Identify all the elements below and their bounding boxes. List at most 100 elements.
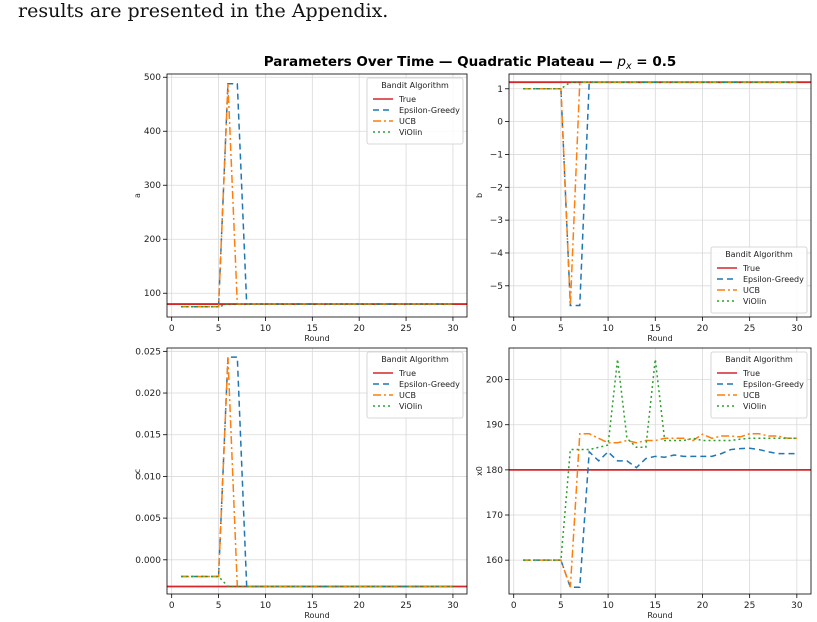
figure-title-tail: = 0.5 — [632, 54, 677, 70]
legend-label-ucb: UCB — [399, 117, 416, 126]
y-tick-label: 160 — [486, 556, 503, 566]
legend-label-true: True — [398, 369, 416, 378]
legend-label-eps: Epsilon-Greedy — [743, 275, 804, 284]
y-tick-label: 0.015 — [135, 431, 161, 441]
x-tick-label: 20 — [353, 601, 365, 611]
series-violin-line — [523, 81, 797, 90]
plot-area — [167, 82, 467, 308]
legend-label-ucb: UCB — [399, 391, 416, 400]
x-tick-label: 25 — [744, 601, 755, 611]
legend: Bandit Algorithm True Epsilon-Greedy UCB ViO… — [710, 351, 808, 419]
x-axis-label: Round — [647, 334, 672, 343]
x-tick-label: 10 — [602, 601, 614, 611]
y-tick-label: 180 — [486, 466, 503, 476]
y-tick-label: 200 — [144, 235, 161, 245]
y-tick-label: 100 — [144, 289, 161, 299]
y-tick-label: 0 — [497, 118, 503, 128]
x-tick-label: 10 — [602, 324, 614, 334]
y-tick-label: 400 — [144, 127, 161, 137]
x-tick-label: 20 — [353, 324, 365, 334]
y-axis-label: a — [133, 193, 142, 198]
legend: Bandit Algorithm True Epsilon-Greedy UCB ViO… — [366, 77, 464, 145]
x-tick-label: 30 — [447, 601, 459, 611]
x-tick-label: 30 — [791, 601, 803, 611]
legend-title: Bandit Algorithm — [725, 250, 793, 259]
figure-title: Parameters Over Time — Quadratic Plateau… — [264, 54, 677, 72]
y-tick-label: 300 — [144, 181, 161, 191]
legend-label-true: True — [398, 95, 416, 104]
figure-title-px: p — [616, 54, 626, 70]
legend-title: Bandit Algorithm — [381, 81, 449, 90]
legend-label-eps: Epsilon-Greedy — [743, 380, 804, 389]
y-axis-label: c — [133, 469, 142, 473]
legend-label-true: True — [742, 369, 760, 378]
y-tick-label: 0.025 — [135, 347, 161, 357]
axes-frame — [166, 73, 468, 318]
y-tick-label: 170 — [486, 511, 503, 521]
x-tick-label: 10 — [260, 601, 272, 611]
series-eps-line — [523, 447, 797, 588]
x-tick-label: 25 — [400, 324, 411, 334]
intro-text: results are presented in the Appendix. — [18, 0, 389, 22]
x-tick-label: 30 — [447, 324, 459, 334]
series-ucb-line — [523, 433, 797, 588]
series-violin-line — [181, 303, 453, 308]
x-tick-label: 20 — [697, 601, 709, 611]
series-violin-line — [523, 359, 797, 561]
x-tick-label: 25 — [744, 324, 755, 334]
legend-frame — [366, 77, 464, 145]
axes-frame — [508, 347, 812, 595]
x-tick-label: 30 — [791, 324, 803, 334]
y-tick-label: 500 — [144, 73, 161, 83]
panel-c: 0 5 10 15 20 25 30 0.000 0.005 0.010 0.015 0.020 0.0… — [133, 347, 468, 620]
y-tick-label: −1 — [490, 150, 503, 160]
y-axis-label: x0 — [475, 466, 484, 476]
y-tick-label: 1 — [497, 85, 503, 95]
y-tick-label: −2 — [490, 183, 503, 193]
x-tick-label: 10 — [260, 324, 272, 334]
legend-label-eps: Epsilon-Greedy — [399, 380, 460, 389]
axes-frame — [166, 347, 468, 595]
legend-frame — [710, 351, 808, 419]
x-tick-label: 5 — [558, 324, 564, 334]
legend-label-eps: Epsilon-Greedy — [399, 106, 460, 115]
x-axis-label: Round — [304, 334, 329, 343]
legend-title: Bandit Algorithm — [381, 355, 449, 364]
y-tick-label: 190 — [486, 421, 503, 431]
axes-frame — [508, 73, 812, 318]
plot-area — [509, 81, 811, 307]
x-tick-label: 0 — [169, 324, 175, 334]
x-axis-label: Round — [647, 611, 672, 620]
x-tick-label: 5 — [558, 601, 564, 611]
legend-title: Bandit Algorithm — [725, 355, 793, 364]
x-tick-label: 15 — [650, 601, 661, 611]
legend-frame — [710, 246, 808, 314]
legend: Bandit Algorithm True Epsilon-Greedy UCB ViO… — [366, 351, 464, 419]
legend: Bandit Algorithm True Epsilon-Greedy UCB ViO… — [710, 246, 808, 314]
legend-label-violin: ViOlin — [399, 128, 422, 137]
legend-label-ucb: UCB — [743, 391, 760, 400]
x-tick-label: 15 — [307, 601, 318, 611]
x-tick-label: 15 — [307, 324, 318, 334]
plot-area — [509, 359, 811, 588]
y-tick-label: 200 — [486, 376, 503, 386]
y-tick-label: 0.000 — [135, 556, 161, 566]
x-tick-label: 0 — [511, 601, 517, 611]
legend-frame — [366, 351, 464, 419]
x-tick-label: 5 — [216, 324, 222, 334]
y-tick-label: −4 — [490, 249, 504, 259]
panels: 0 5 10 15 20 25 30100200300400500RoundaBandit … — [133, 73, 812, 620]
y-tick-label: 0.005 — [135, 514, 161, 524]
x-tick-label: 20 — [697, 324, 709, 334]
panel-a: 0 5 10 15 20 25 30 100 200 300 400 500 Round a Bandit … — [133, 73, 468, 343]
x-tick-label: 15 — [650, 324, 661, 334]
figure-title-main: Parameters Over Time — Quadratic Plateau… — [264, 54, 618, 70]
legend-label-violin: ViOlin — [743, 402, 766, 411]
series-violin-line — [181, 575, 453, 588]
x-tick-label: 25 — [400, 601, 411, 611]
x-axis-label: Round — [304, 611, 329, 620]
legend-label-ucb: UCB — [743, 286, 760, 295]
x-tick-label: 0 — [511, 324, 517, 334]
